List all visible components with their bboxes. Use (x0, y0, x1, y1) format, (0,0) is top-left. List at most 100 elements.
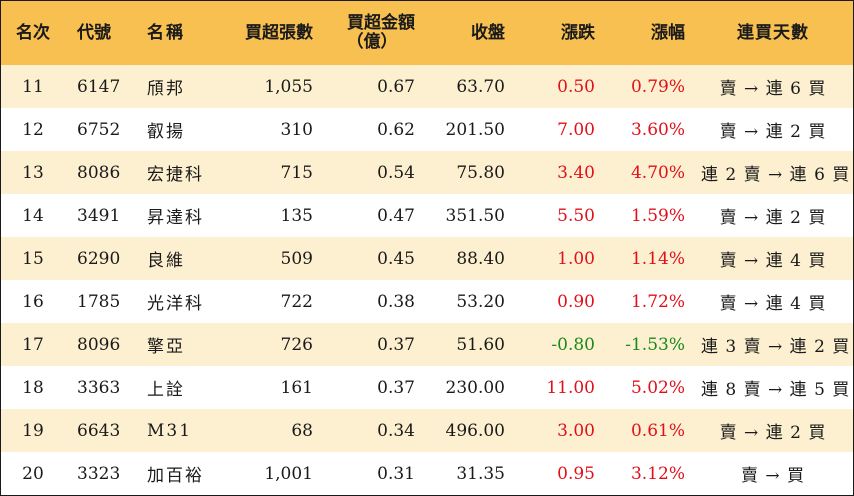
cell-close: 230.00 (445, 377, 505, 398)
cell-rank: 16 (22, 291, 44, 312)
cell-change: 3.00 (557, 420, 595, 441)
cell-change: 0.90 (557, 291, 595, 312)
cell-change-pct: 1.59% (630, 205, 685, 226)
cell-name: 加百裕 (147, 466, 204, 486)
cell-net-buy-amount: 0.38 (377, 291, 415, 312)
cell-code: 8086 (77, 162, 121, 183)
cell-close: 31.35 (456, 463, 505, 484)
table-row: 13 8086 宏捷科 715 0.54 75.80 3.40 4.70% 連 2 賣 → 連 … (1, 151, 853, 194)
cell-net-buy-lots: 715 (280, 162, 313, 183)
cell-net-buy-amount: 0.47 (377, 205, 415, 226)
cell-net-buy-amount: 0.62 (377, 119, 415, 140)
cell-change: 0.95 (557, 463, 595, 484)
table-header-row: 名次 代號 名稱 買超張數 買超金額 （億） 收盤 漲跌 漲幅 連買天數 (1, 1, 853, 65)
cell-close: 63.70 (456, 76, 505, 97)
cell-change-pct: -1.53% (625, 334, 685, 355)
cell-rank: 15 (22, 248, 44, 269)
cell-net-buy-lots: 726 (280, 334, 313, 355)
cell-close: 496.00 (445, 420, 505, 441)
cell-consecutive-days: 賣 → 連 6 買 (719, 79, 827, 99)
cell-rank: 17 (22, 334, 44, 355)
header-net-buy-lots: 買超張數 (245, 22, 313, 43)
cell-rank: 12 (22, 119, 44, 140)
cell-rank: 19 (22, 420, 44, 441)
cell-change: 1.00 (557, 248, 595, 269)
cell-change-pct: 1.14% (630, 248, 685, 269)
cell-consecutive-days: 連 2 賣 → 連 6 買 (701, 165, 851, 185)
cell-net-buy-lots: 68 (291, 420, 313, 441)
cell-net-buy-lots: 161 (280, 377, 313, 398)
cell-consecutive-days: 賣 → 連 4 買 (719, 294, 827, 314)
cell-name: 光洋科 (147, 294, 204, 314)
cell-net-buy-amount: 0.31 (377, 463, 415, 484)
cell-code: 3363 (77, 377, 121, 398)
cell-change-pct: 4.70% (630, 162, 685, 183)
cell-consecutive-days: 連 8 賣 → 連 5 買 (701, 380, 851, 400)
cell-close: 53.20 (456, 291, 505, 312)
table-row: 17 8096 擎亞 726 0.37 51.60 -0.80 -1.53% 連 3 賣 → 連… (1, 323, 853, 366)
cell-code: 6643 (77, 420, 121, 441)
cell-change-pct: 1.72% (630, 291, 685, 312)
cell-net-buy-amount: 0.37 (377, 334, 415, 355)
cell-name: M31 (147, 420, 193, 441)
table-row: 20 3323 加百裕 1,001 0.31 31.35 0.95 3.12% 賣 → 買 (1, 452, 853, 495)
header-change: 漲跌 (561, 22, 595, 43)
cell-change: 11.00 (546, 377, 595, 398)
header-consecutive-days: 連買天數 (737, 22, 809, 43)
cell-net-buy-amount: 0.54 (377, 162, 415, 183)
cell-net-buy-amount: 0.45 (377, 248, 415, 269)
cell-net-buy-amount: 0.67 (377, 76, 415, 97)
cell-change-pct: 0.79% (630, 76, 685, 97)
cell-close: 75.80 (456, 162, 505, 183)
table-row: 11 6147 頎邦 1,055 0.67 63.70 0.50 0.79% 賣 → 連 6 買 (1, 65, 853, 108)
header-name: 名稱 (147, 22, 185, 43)
header-net-buy-amount: 買超金額 （億） (321, 1, 423, 65)
cell-code: 3491 (77, 205, 121, 226)
cell-consecutive-days: 賣 → 買 (740, 466, 806, 486)
cell-change-pct: 5.02% (630, 377, 685, 398)
table-row: 16 1785 光洋科 722 0.38 53.20 0.90 1.72% 賣 → 連 4 買 (1, 280, 853, 323)
cell-net-buy-lots: 1,055 (264, 76, 313, 97)
cell-change: 7.00 (557, 119, 595, 140)
cell-name: 上詮 (147, 380, 185, 400)
cell-code: 6147 (77, 76, 121, 97)
cell-change: -0.80 (551, 334, 595, 355)
header-change-pct: 漲幅 (651, 22, 685, 43)
cell-name: 擎亞 (147, 337, 185, 357)
cell-net-buy-amount: 0.37 (377, 377, 415, 398)
cell-change: 5.50 (557, 205, 595, 226)
cell-net-buy-lots: 310 (280, 119, 313, 140)
cell-change-pct: 0.61% (630, 420, 685, 441)
cell-net-buy-lots: 135 (280, 205, 313, 226)
cell-consecutive-days: 賣 → 連 4 買 (719, 251, 827, 271)
cell-name: 宏捷科 (147, 165, 204, 185)
cell-code: 6290 (77, 248, 121, 269)
cell-name: 良維 (147, 251, 185, 271)
cell-code: 8096 (77, 334, 121, 355)
cell-code: 1785 (77, 291, 121, 312)
header-net-buy-amount-unit: （億） (346, 32, 398, 52)
header-close: 收盤 (471, 22, 505, 43)
cell-consecutive-days: 賣 → 連 2 買 (719, 122, 827, 142)
cell-code: 6752 (77, 119, 121, 140)
cell-name: 昇達科 (147, 208, 204, 228)
cell-code: 3323 (77, 463, 121, 484)
cell-rank: 18 (22, 377, 44, 398)
cell-consecutive-days: 賣 → 連 2 買 (719, 423, 827, 443)
cell-change: 3.40 (557, 162, 595, 183)
cell-rank: 14 (22, 205, 44, 226)
header-net-buy-amount-label: 買超金額 (347, 13, 415, 33)
cell-net-buy-lots: 1,001 (264, 463, 313, 484)
table-row: 19 6643 M31 68 0.34 496.00 3.00 0.61% 賣 → 連 2 買 (1, 409, 853, 452)
cell-close: 88.40 (456, 248, 505, 269)
cell-change: 0.50 (557, 76, 595, 97)
cell-close: 351.50 (445, 205, 505, 226)
header-rank: 名次 (16, 22, 50, 43)
header-code: 代號 (77, 22, 111, 43)
cell-net-buy-amount: 0.34 (377, 420, 415, 441)
cell-consecutive-days: 連 3 賣 → 連 2 買 (701, 337, 851, 357)
cell-rank: 11 (22, 76, 44, 97)
cell-net-buy-lots: 509 (280, 248, 313, 269)
